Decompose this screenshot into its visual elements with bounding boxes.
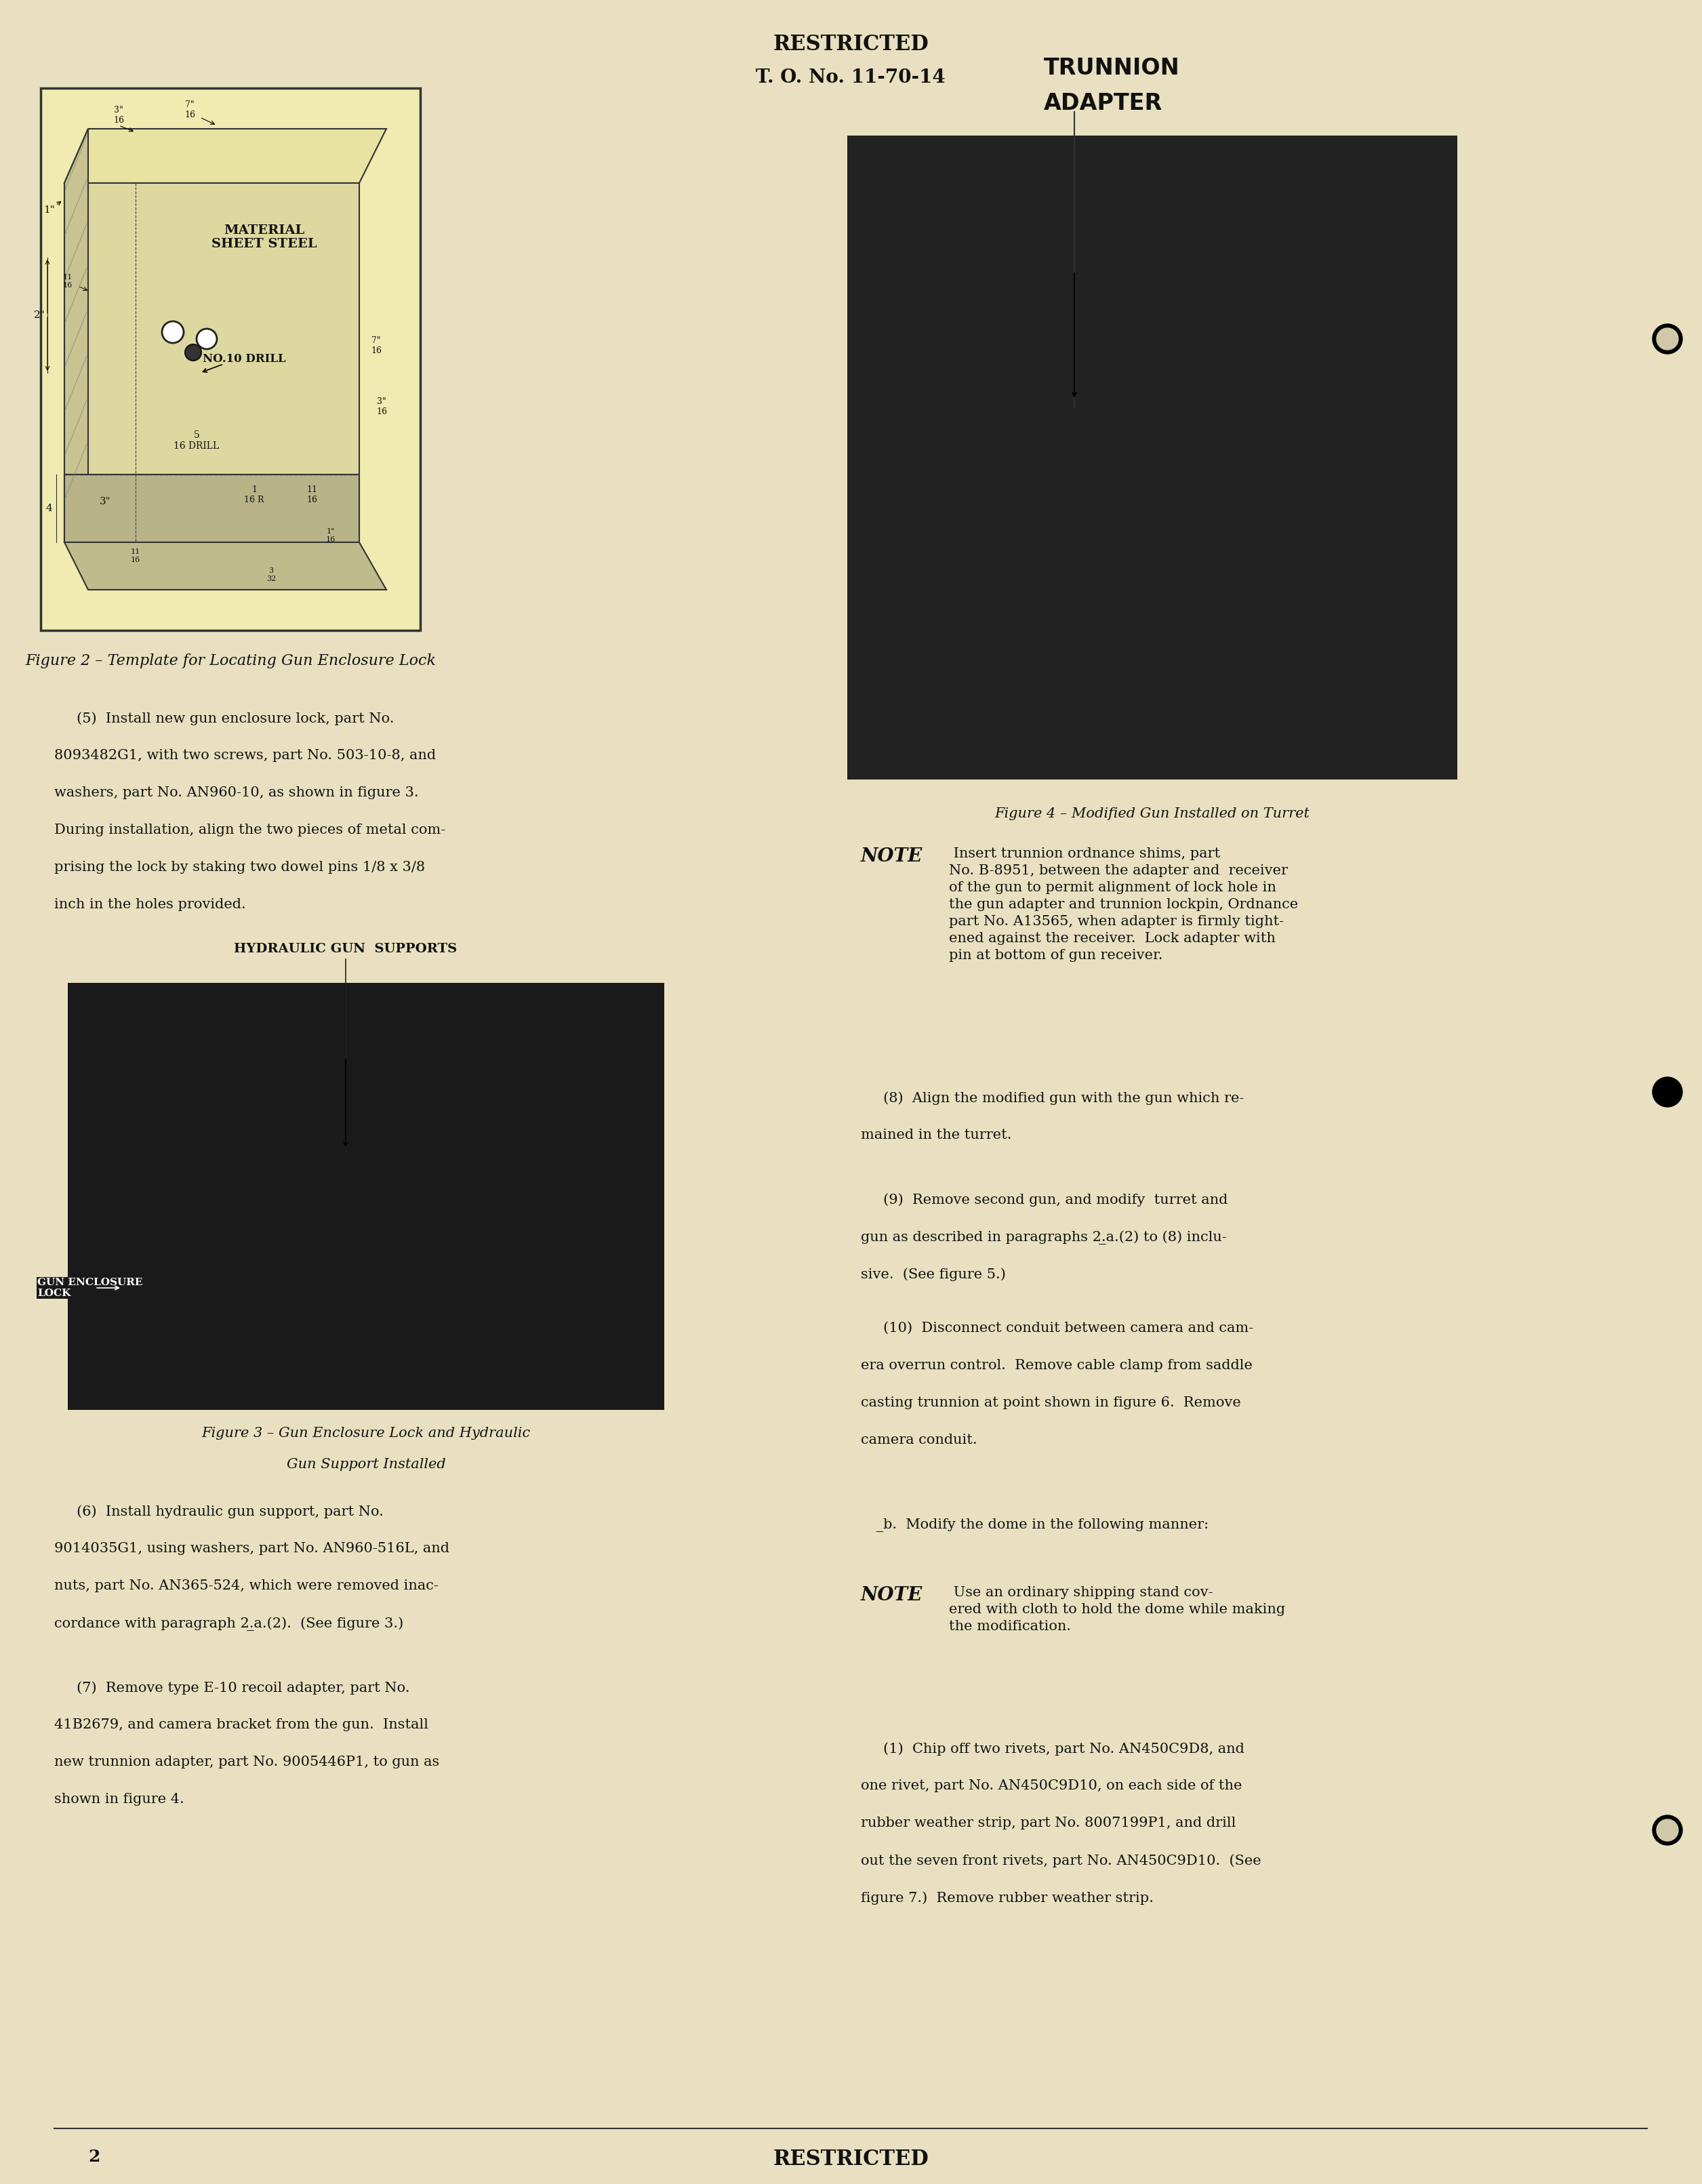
Text: 41B2679, and camera bracket from the gun.  Install: 41B2679, and camera bracket from the gun… bbox=[54, 1719, 429, 1732]
Circle shape bbox=[196, 330, 216, 349]
Text: T. O. No. 11-70-14: T. O. No. 11-70-14 bbox=[756, 70, 945, 87]
Text: out the seven front rivets, part No. AN450C9D10.  (See: out the seven front rivets, part No. AN4… bbox=[861, 1854, 1261, 1867]
Text: nuts, part No. AN365-524, which were removed inac-: nuts, part No. AN365-524, which were rem… bbox=[54, 1579, 439, 1592]
Text: (6)  Install hydraulic gun support, part No.: (6) Install hydraulic gun support, part … bbox=[54, 1505, 383, 1518]
Ellipse shape bbox=[106, 1166, 274, 1221]
Text: 4: 4 bbox=[46, 505, 53, 513]
Circle shape bbox=[1653, 1077, 1682, 1107]
Text: 5
16 DRILL: 5 16 DRILL bbox=[174, 430, 220, 450]
Text: 11
16: 11 16 bbox=[306, 485, 317, 505]
Text: cordance with paragraph 2.̲a.(2).  (See figure 3.): cordance with paragraph 2.̲a.(2). (See f… bbox=[54, 1616, 403, 1631]
Text: (7)  Remove type E-10 recoil adapter, part No.: (7) Remove type E-10 recoil adapter, par… bbox=[54, 1682, 410, 1695]
Text: gun as described in paragraphs 2.̲a.(2) to (8) inclu-: gun as described in paragraphs 2.̲a.(2) … bbox=[861, 1230, 1227, 1245]
Text: washers, part No. AN960-10, as shown in figure 3.: washers, part No. AN960-10, as shown in … bbox=[54, 786, 419, 799]
Text: (8)  Align the modified gun with the gun which re-: (8) Align the modified gun with the gun … bbox=[861, 1092, 1244, 1105]
Text: one rivet, part No. AN450C9D10, on each side of the: one rivet, part No. AN450C9D10, on each … bbox=[861, 1780, 1242, 1793]
Text: Insert trunnion ordnance shims, part
No. B-8951, between the adapter and  receiv: Insert trunnion ordnance shims, part No.… bbox=[950, 847, 1299, 961]
Text: Figure 2 – Template for Locating Gun Enclosure Lock: Figure 2 – Template for Locating Gun Enc… bbox=[26, 653, 436, 668]
Bar bbox=[434, 1024, 650, 1321]
Circle shape bbox=[186, 345, 201, 360]
Bar bbox=[854, 609, 1261, 644]
Bar bbox=[41, 87, 420, 631]
Text: During installation, align the two pieces of metal com-: During installation, align the two piece… bbox=[54, 823, 446, 836]
Text: 3"
16: 3" 16 bbox=[376, 397, 386, 417]
Bar bbox=[75, 989, 346, 1363]
Text: 2": 2" bbox=[34, 310, 44, 319]
Bar bbox=[1288, 339, 1443, 609]
Text: (5)  Install new gun enclosure lock, part No.: (5) Install new gun enclosure lock, part… bbox=[54, 712, 395, 725]
Text: 7"
16: 7" 16 bbox=[184, 100, 196, 120]
Text: prising the lock by staking two dowel pins 1/8 x 3/8: prising the lock by staking two dowel pi… bbox=[54, 860, 426, 874]
Text: 11
16: 11 16 bbox=[131, 548, 140, 563]
Text: (1)  Chip off two rivets, part No. AN450C9D8, and: (1) Chip off two rivets, part No. AN450C… bbox=[861, 1743, 1244, 1756]
Text: 7"
16: 7" 16 bbox=[371, 336, 381, 356]
Text: Figure 4 – Modified Gun Installed on Turret: Figure 4 – Modified Gun Installed on Tur… bbox=[994, 806, 1311, 819]
Text: casting trunnion at point shown in figure 6.  Remove: casting trunnion at point shown in figur… bbox=[861, 1396, 1241, 1409]
Circle shape bbox=[1653, 1815, 1682, 1845]
Polygon shape bbox=[65, 129, 386, 183]
Text: 1": 1" bbox=[43, 205, 54, 214]
Text: (9)  Remove second gun, and modify  turret and: (9) Remove second gun, and modify turret… bbox=[861, 1192, 1227, 1206]
Text: NOTE: NOTE bbox=[861, 847, 922, 865]
Text: Use an ordinary shipping stand cov-
ered with cloth to hold the dome while makin: Use an ordinary shipping stand cov- ered… bbox=[950, 1586, 1285, 1634]
Text: 3"
16: 3" 16 bbox=[114, 105, 124, 124]
Text: inch in the holes provided.: inch in the holes provided. bbox=[54, 898, 245, 911]
Bar bbox=[1118, 142, 1457, 413]
Text: sive.  (See figure 5.): sive. (See figure 5.) bbox=[861, 1267, 1006, 1280]
Text: NO.10 DRILL: NO.10 DRILL bbox=[203, 354, 286, 365]
Text: rubber weather strip, part No. 8007199P1, and drill: rubber weather strip, part No. 8007199P1… bbox=[861, 1817, 1236, 1830]
Text: 1"
16: 1" 16 bbox=[327, 529, 335, 544]
Text: 9014035G1, using washers, part No. AN960-516L, and: 9014035G1, using washers, part No. AN960… bbox=[54, 1542, 449, 1555]
Bar bbox=[68, 983, 664, 1411]
Polygon shape bbox=[65, 129, 89, 542]
Bar bbox=[271, 996, 543, 1334]
Text: ̲b.  Modify the dome in the following manner:: ̲b. Modify the dome in the following man… bbox=[861, 1518, 1208, 1531]
Bar bbox=[848, 135, 1457, 780]
Text: 2: 2 bbox=[89, 2149, 100, 2164]
Circle shape bbox=[1656, 1819, 1678, 1841]
Ellipse shape bbox=[410, 1116, 512, 1216]
Text: HYDRAULIC GUN  SUPPORTS: HYDRAULIC GUN SUPPORTS bbox=[235, 943, 458, 954]
Bar bbox=[75, 1289, 657, 1396]
Text: 3
32: 3 32 bbox=[266, 568, 276, 583]
Text: era overrun control.  Remove cable clamp from saddle: era overrun control. Remove cable clamp … bbox=[861, 1358, 1253, 1372]
Text: 3": 3" bbox=[99, 496, 111, 507]
Text: RESTRICTED: RESTRICTED bbox=[773, 33, 929, 55]
Text: figure 7.)  Remove rubber weather strip.: figure 7.) Remove rubber weather strip. bbox=[861, 1891, 1154, 1904]
Circle shape bbox=[1656, 328, 1678, 349]
Text: mained in the turret.: mained in the turret. bbox=[861, 1129, 1011, 1142]
Circle shape bbox=[1653, 323, 1682, 354]
Text: ADAPTER: ADAPTER bbox=[1043, 92, 1162, 114]
Text: new trunnion adapter, part No. 9005446P1, to gun as: new trunnion adapter, part No. 9005446P1… bbox=[54, 1756, 439, 1769]
Circle shape bbox=[162, 321, 184, 343]
Ellipse shape bbox=[882, 424, 1084, 526]
Text: Figure 3 – Gun Enclosure Lock and Hydraulic: Figure 3 – Gun Enclosure Lock and Hydrau… bbox=[201, 1426, 531, 1439]
Text: camera conduit.: camera conduit. bbox=[861, 1433, 977, 1446]
Text: GUN ENCLOSURE
LOCK: GUN ENCLOSURE LOCK bbox=[37, 1278, 143, 1297]
Text: 11
16: 11 16 bbox=[63, 273, 73, 288]
Text: NOTE: NOTE bbox=[861, 1586, 922, 1605]
Bar bbox=[1152, 441, 1409, 577]
Text: MATERIAL
SHEET STEEL: MATERIAL SHEET STEEL bbox=[211, 225, 317, 251]
Text: 8093482G1, with two screws, part No. 503-10-8, and: 8093482G1, with two screws, part No. 503… bbox=[54, 749, 436, 762]
Ellipse shape bbox=[1186, 542, 1322, 677]
Polygon shape bbox=[65, 542, 386, 590]
Text: TRUNNION: TRUNNION bbox=[1043, 57, 1179, 79]
Text: shown in figure 4.: shown in figure 4. bbox=[54, 1793, 184, 1806]
Polygon shape bbox=[65, 474, 359, 542]
Text: RESTRICTED: RESTRICTED bbox=[773, 2149, 929, 2169]
Polygon shape bbox=[65, 183, 359, 542]
Text: 1
16 R: 1 16 R bbox=[243, 485, 264, 505]
Text: Gun Support Installed: Gun Support Installed bbox=[286, 1457, 446, 1470]
Bar bbox=[854, 142, 1125, 616]
Text: (10)  Disconnect conduit between camera and cam-: (10) Disconnect conduit between camera a… bbox=[861, 1321, 1253, 1334]
